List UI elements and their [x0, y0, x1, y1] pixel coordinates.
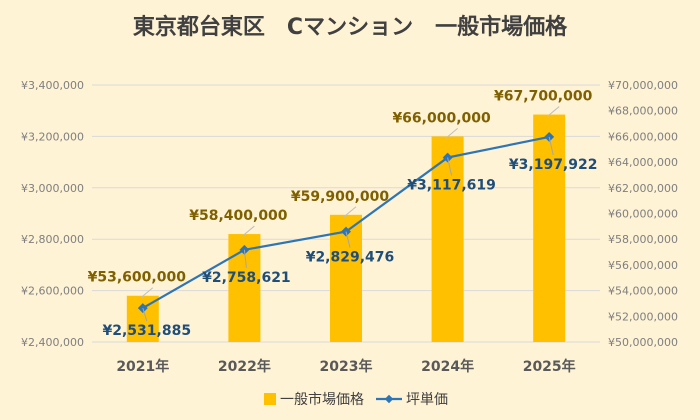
line-data-label: ¥2,758,621: [202, 270, 291, 286]
bar-label-leader: [445, 128, 458, 139]
right-axis-tick-label: ¥50,000,000: [608, 336, 678, 349]
bar-data-label: ¥66,000,000: [392, 110, 491, 126]
bar-label-leader: [140, 287, 154, 299]
x-axis-tick-label: 2024年: [421, 358, 474, 375]
right-axis-tick-label: ¥56,000,000: [608, 259, 678, 272]
line-label-leader: [447, 157, 453, 176]
line-label-leader: [345, 231, 351, 248]
bar: [431, 136, 464, 342]
right-axis-tick-label: ¥66,000,000: [608, 130, 678, 143]
x-axis-tick-label: 2022年: [218, 358, 271, 375]
left-axis-tick-label: ¥3,000,000: [21, 182, 84, 195]
bar: [533, 114, 566, 343]
x-axis-tick-label: 2021年: [116, 358, 169, 375]
line-data-label: ¥3,197,922: [509, 157, 598, 173]
right-axis-tick-label: ¥60,000,000: [608, 208, 678, 221]
bar-data-label: ¥59,900,000: [291, 189, 390, 205]
line-label-leader: [142, 307, 148, 322]
left-axis-tick-label: ¥3,200,000: [21, 130, 84, 143]
line-data-label: ¥3,117,619: [407, 178, 496, 194]
right-axis-tick-label: ¥68,000,000: [608, 105, 678, 118]
x-axis-tick-label: 2023年: [320, 358, 373, 375]
right-axis-tick-label: ¥62,000,000: [608, 182, 678, 195]
legend-bar-label: 一般市場価格: [280, 391, 364, 408]
legend-bar-swatch: [264, 393, 276, 405]
right-axis-tick-label: ¥52,000,000: [608, 310, 678, 323]
bar-label-leader: [343, 206, 357, 218]
bar-data-label: ¥53,600,000: [88, 270, 187, 286]
bar-data-label: ¥67,700,000: [494, 89, 593, 105]
line-data-label: ¥2,531,885: [103, 323, 192, 339]
bar-label-leader: [546, 106, 560, 117]
bar-label-leader: [242, 225, 255, 237]
left-axis-tick-label: ¥2,600,000: [21, 285, 84, 298]
x-axis-tick-label: 2025年: [523, 358, 576, 375]
right-axis-tick-label: ¥70,000,000: [608, 79, 678, 92]
left-axis-tick-label: ¥3,400,000: [21, 79, 84, 92]
bar-data-label: ¥58,400,000: [189, 208, 288, 224]
line-label-leader: [243, 249, 247, 268]
right-axis-tick-label: ¥64,000,000: [608, 156, 678, 169]
left-axis-tick-label: ¥2,800,000: [21, 233, 84, 246]
legend-line-marker: [384, 394, 394, 404]
legend-line-label: 坪単価: [406, 392, 448, 408]
right-axis-tick-label: ¥58,000,000: [608, 233, 678, 246]
line-data-label: ¥2,829,476: [306, 250, 395, 266]
line-label-leader: [548, 136, 554, 156]
right-axis-tick-label: ¥54,000,000: [608, 285, 678, 298]
chart-title: 東京都台東区 Cマンション 一般市場価格: [133, 14, 568, 40]
left-axis-tick-label: ¥2,400,000: [21, 336, 84, 349]
